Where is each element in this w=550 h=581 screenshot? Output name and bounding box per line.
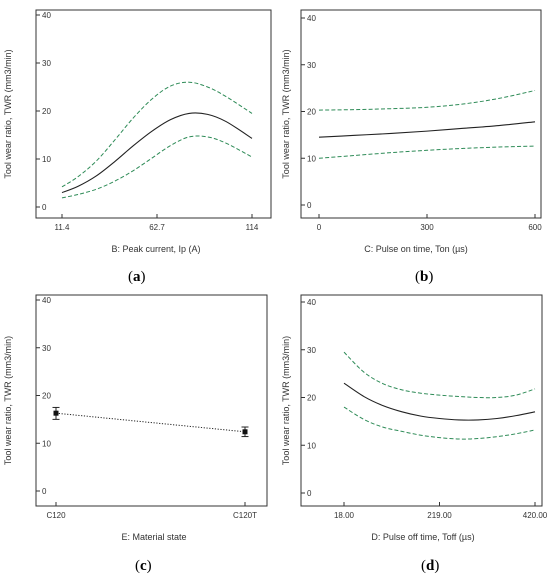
x-tick-label: 600 <box>528 223 542 232</box>
plot-frame <box>300 9 542 219</box>
y-tick-label: 10 <box>42 439 51 448</box>
mean-response-line <box>318 121 536 138</box>
x-tick-label: 219.00 <box>427 511 452 520</box>
x-axis-title: B: Peak current, Ip (A) <box>111 244 200 254</box>
y-tick-label: 10 <box>307 441 316 450</box>
x-tick-label: 18.00 <box>334 511 355 520</box>
chart-panel-c: 0 10 20 30 40 C120 C120T E: Material state Tool … <box>3 294 268 542</box>
y-tick-label: 20 <box>307 108 316 117</box>
x-axis-title: E: Material state <box>121 532 186 542</box>
x-tick-label: 0 <box>317 223 322 232</box>
y-tick-label: 0 <box>42 203 47 212</box>
panel-label-d: (d) <box>421 558 439 574</box>
plot-frame <box>35 294 268 507</box>
y-tick-label: 30 <box>42 59 51 68</box>
x-tick-label: C120T <box>233 511 257 520</box>
y-axis-title: Tool wear ratio, TWR (mm3/min) <box>3 336 13 465</box>
y-tick-label: 20 <box>42 392 51 401</box>
x-tick-label: C120 <box>46 511 66 520</box>
y-tick-label: 30 <box>307 61 316 70</box>
x-tick-label: 62.7 <box>149 223 165 232</box>
chart-panel-a: 0 10 20 30 40 11.4 62.7 114 B: Peak current, Ip … <box>3 9 272 254</box>
confidence-band-upper <box>343 351 536 399</box>
y-tick-label: 40 <box>307 298 316 307</box>
data-point-c120t <box>242 429 248 435</box>
y-tick-label: 40 <box>42 296 51 305</box>
plot-frame <box>300 294 543 507</box>
x-axis-title: D: Pulse off time, Toff (µs) <box>371 532 474 542</box>
y-axis-title: Tool wear ratio, TWR (mm3/min) <box>3 49 13 178</box>
panel-label-a: (a) <box>128 269 146 285</box>
y-tick-label: 40 <box>42 11 51 20</box>
y-tick-label: 0 <box>307 489 312 498</box>
series-connector-line <box>55 412 246 433</box>
confidence-band-lower <box>343 406 536 440</box>
y-tick-label: 30 <box>307 346 316 355</box>
x-tick-label: 300 <box>420 223 434 232</box>
x-axis-title: C: Pulse on time, Ton (µs) <box>364 244 468 254</box>
mean-response-line <box>343 382 536 421</box>
x-tick-label: 420.00 <box>523 511 548 520</box>
y-tick-label: 10 <box>42 155 51 164</box>
panel-label-b: (b) <box>415 269 433 285</box>
mean-response-line <box>61 112 253 194</box>
y-axis-title: Tool wear ratio, TWR (mm3/min) <box>281 49 291 178</box>
confidence-band-upper <box>318 89 536 111</box>
confidence-band-lower <box>61 135 253 199</box>
y-tick-label: 20 <box>42 107 51 116</box>
y-tick-label: 20 <box>307 394 316 403</box>
x-tick-label: 114 <box>246 223 259 232</box>
y-tick-label: 10 <box>307 154 316 163</box>
plot-frame <box>35 9 272 219</box>
x-tick-label: 11.4 <box>55 223 71 232</box>
y-tick-label: 0 <box>42 487 47 496</box>
y-tick-label: 30 <box>42 344 51 353</box>
panel-label-c: (c) <box>135 558 152 574</box>
y-tick-label: 0 <box>307 201 312 210</box>
confidence-band-upper <box>61 81 253 188</box>
confidence-band-lower <box>318 145 536 159</box>
y-axis-title: Tool wear ratio, TWR (mm3/min) <box>281 336 291 465</box>
chart-panel-b: 0 10 20 30 40 0 300 600 C: Pulse on time, Ton (µ… <box>281 9 542 254</box>
chart-panel-d: 0 10 20 30 40 18.00 219.00 420.00 D: Pulse off t… <box>281 294 548 542</box>
y-tick-label: 40 <box>307 14 316 23</box>
data-point-c120 <box>53 410 59 416</box>
